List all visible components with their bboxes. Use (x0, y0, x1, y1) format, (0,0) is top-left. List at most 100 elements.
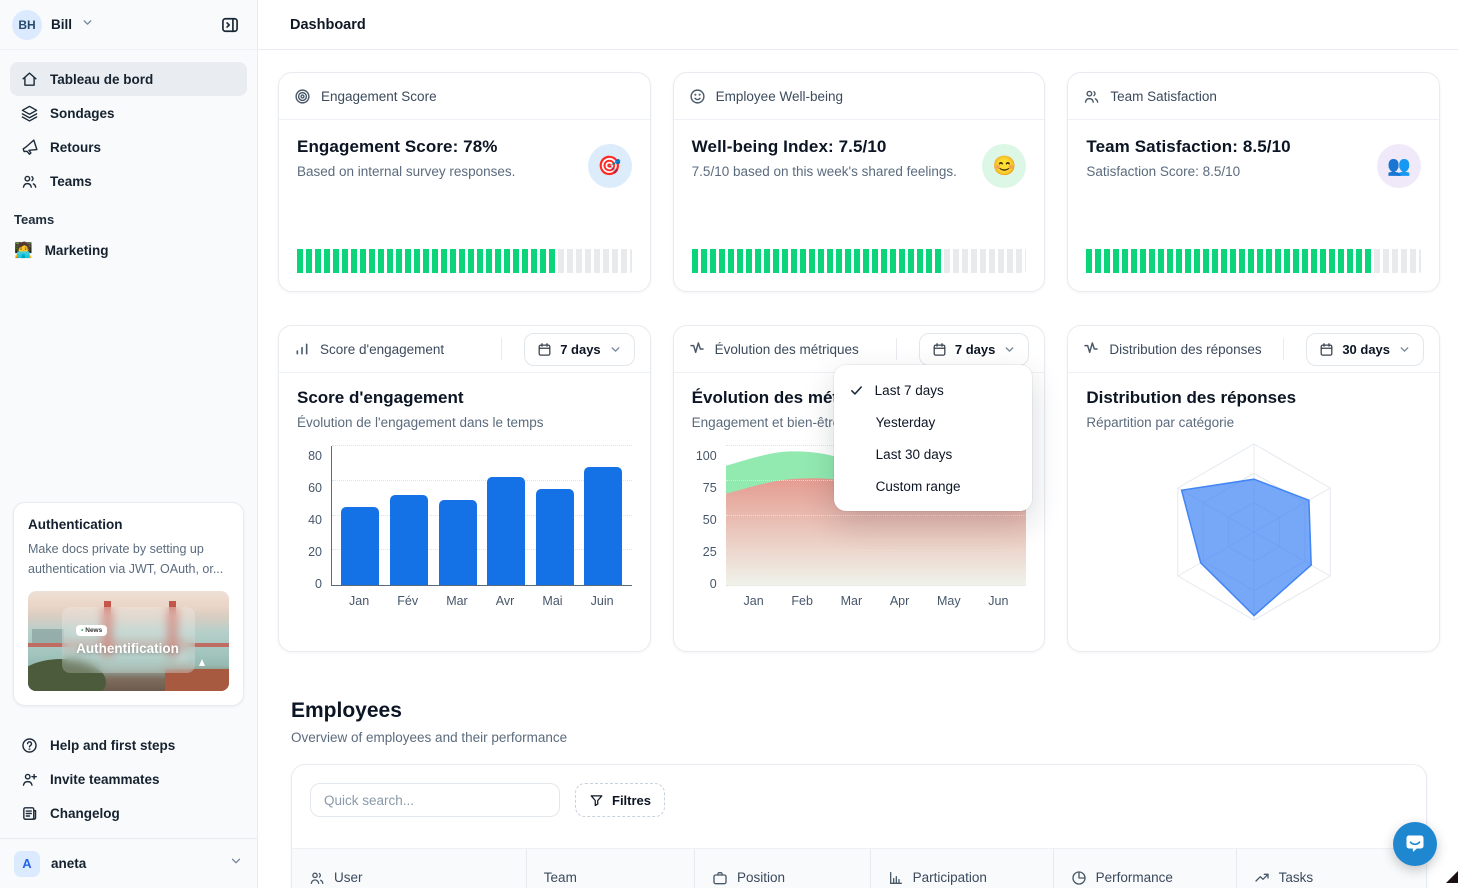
stat-body: Well-being Index: 7.5/10 7.5/10 based on… (674, 120, 1045, 249)
column-header-participation[interactable]: Participation (869, 849, 1053, 888)
y-tick-label: 25 (702, 544, 717, 559)
x-tick-label: Mar (446, 594, 468, 608)
divider (1283, 338, 1285, 360)
stat-body: Engagement Score: 78% Based on internal … (279, 120, 650, 249)
date-range-button[interactable]: 7 days (918, 332, 1030, 366)
filters-button[interactable]: Filtres (575, 783, 666, 817)
bar-chart-x-axis: Jan Fév Mar Avr Mai Juin (331, 594, 632, 608)
column-label: User (334, 870, 363, 885)
date-range-button[interactable]: 7 days (524, 332, 635, 366)
sidebar-team-marketing[interactable]: 🧑‍💻 Marketing (0, 233, 257, 267)
search-input[interactable] (310, 783, 560, 817)
sidebar-item-label: Invite teammates (50, 771, 160, 787)
card-header: Évolution des métriques 7 days (673, 326, 1045, 373)
target-icon (294, 88, 311, 105)
promo-glass-overlay: • News Authentification (62, 607, 195, 673)
users-icon (309, 870, 325, 886)
avatar[interactable]: BH (12, 9, 42, 40)
y-tick-label: 80 (308, 449, 322, 463)
gridline (332, 549, 632, 551)
x-tick-label: Apr (889, 594, 910, 608)
chart-card-metrics-evolution: Évolution des métriques 7 days (672, 325, 1046, 652)
sidebar-item-label: Help and first steps (50, 737, 176, 753)
sidebar-item-feedback[interactable]: Retours (10, 130, 247, 164)
chat-widget-button[interactable] (1393, 822, 1437, 866)
gridline (725, 550, 1027, 551)
user-name[interactable]: Bill (51, 17, 73, 32)
gridline (725, 585, 1027, 586)
date-range-button[interactable]: 30 days (1306, 332, 1425, 366)
stat-subtitle: Based on internal survey responses. (297, 164, 516, 179)
stat-card-satisfaction: Team Satisfaction Team Satisfaction: 8.5… (1067, 72, 1441, 292)
y-tick-label: 100 (695, 449, 717, 463)
sidebar-item-help[interactable]: Help and first steps (10, 728, 247, 762)
content: Engagement Score Engagement Score: 78% B… (258, 50, 1458, 888)
bars (332, 446, 632, 585)
column-label: Position (737, 870, 786, 885)
bar (389, 494, 428, 585)
menu-item-last-30-days[interactable]: Last 30 days (834, 438, 1032, 470)
y-tick-label: 20 (308, 544, 322, 559)
x-tick-label: Jan (349, 594, 370, 608)
area-chart-y-axis: 100 75 50 25 0 (692, 446, 726, 590)
sidebar-item-label: Teams (50, 173, 92, 189)
column-header-team[interactable]: Team (525, 849, 694, 888)
stat-title: Engagement Score: 78% (297, 137, 498, 156)
menu-item-yesterday[interactable]: Yesterday (834, 406, 1032, 438)
sidebar-item-label: Tableau de bord (50, 71, 154, 87)
chevron-down-icon (229, 854, 243, 873)
x-tick-label: Mai (542, 594, 563, 608)
stat-title: Well-being Index: 7.5/10 (691, 137, 887, 156)
progress-bar (691, 249, 1027, 273)
bar-chart-y-axis: 80 60 40 20 0 (297, 446, 331, 590)
column-header-user[interactable]: User (292, 849, 526, 888)
news-badge-text: News (85, 626, 103, 634)
y-tick-label: 75 (702, 480, 717, 495)
stat-emoji-badge: 🎯 (587, 144, 632, 188)
gridline (332, 514, 632, 516)
date-range-menu: Last 7 days Yesterday Last 30 days Custo… (833, 365, 1032, 511)
sidebar-item-changelog[interactable]: Changelog (10, 796, 247, 830)
bar (584, 466, 623, 585)
x-tick-label: Avr (495, 594, 515, 608)
stat-subtitle: Satisfaction Score: 8.5/10 (1086, 164, 1241, 179)
chart-title: Distribution des réponses (1086, 388, 1297, 407)
technologist-emoji: 🧑‍💻 (14, 242, 33, 259)
x-tick-label: Fév (397, 594, 419, 608)
stat-subtitle: 7.5/10 based on this week's shared feeli… (691, 164, 957, 179)
card-header-label: Employee Well-being (715, 88, 843, 104)
sidebar-collapse-button[interactable] (215, 10, 245, 40)
workspace-switcher[interactable]: A aneta (0, 838, 257, 888)
column-header-tasks[interactable]: Tasks (1235, 849, 1426, 888)
sidebar-item-surveys[interactable]: Sondages (10, 96, 247, 130)
promo-image-title: Authentification (76, 640, 179, 656)
bar (487, 477, 526, 585)
pie-chart-icon (1071, 870, 1087, 886)
chart-title: Score d'engagement (297, 388, 464, 407)
divider (501, 338, 503, 360)
chart-subtitle: Engagement et bien-être (691, 415, 841, 430)
menu-item-custom-range[interactable]: Custom range (834, 470, 1032, 502)
changelog-icon (21, 805, 38, 822)
promo-card[interactable]: Authentication Make docs private by sett… (13, 502, 244, 706)
chart-subtitle: Évolution de l'engagement dans le temps (297, 415, 544, 430)
menu-item-label: Last 30 days (875, 446, 953, 462)
megaphone-icon (21, 138, 38, 156)
radar-chart-svg (1176, 443, 1331, 621)
chart-subtitle: Répartition par catégorie (1086, 415, 1235, 430)
chat-bubble-icon (1406, 835, 1424, 852)
stat-card-wellbeing: Employee Well-being Well-being Index: 7.… (672, 72, 1046, 292)
column-header-performance[interactable]: Performance (1052, 849, 1236, 888)
column-header-position[interactable]: Position (694, 849, 870, 888)
y-tick-label: 0 (709, 576, 717, 591)
sidebar-item-invite[interactable]: Invite teammates (10, 762, 247, 796)
menu-item-last-7-days[interactable]: Last 7 days (834, 374, 1032, 406)
stat-card-engagement: Engagement Score Engagement Score: 78% B… (278, 72, 651, 292)
employees-toolbar: Filtres (292, 765, 1426, 835)
sidebar-nav: Tableau de bord Sondages Retours Teams (0, 50, 257, 198)
sidebar-item-teams[interactable]: Teams (10, 164, 247, 198)
card-header: Distribution des réponses 30 days (1068, 326, 1440, 373)
sidebar-item-dashboard[interactable]: Tableau de bord (10, 62, 247, 96)
column-label: Participation (912, 870, 987, 885)
